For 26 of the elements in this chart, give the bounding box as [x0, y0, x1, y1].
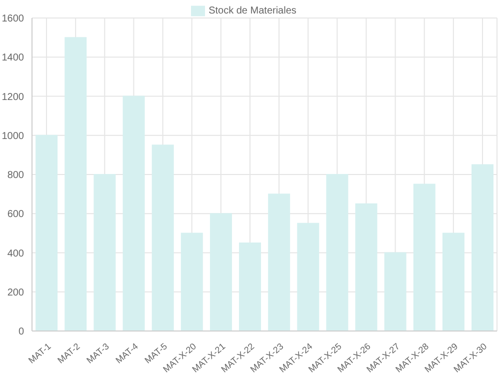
bar	[384, 252, 406, 331]
bar	[268, 194, 290, 331]
y-tick-label: 1200	[2, 92, 24, 103]
bar	[152, 144, 174, 331]
bar	[297, 222, 320, 331]
y-tick-label: 1400	[2, 52, 24, 64]
y-tick-label: 800	[7, 170, 24, 182]
bar	[210, 213, 232, 331]
bar	[239, 242, 262, 331]
y-tick-label: 1600	[2, 14, 24, 25]
y-tick-label: 400	[7, 248, 24, 260]
y-tick-label: 200	[7, 287, 24, 298]
bar	[180, 232, 203, 331]
bar	[94, 174, 116, 331]
bar	[122, 96, 145, 331]
bar	[442, 232, 464, 331]
bar	[355, 203, 378, 331]
y-tick-label: 1000	[2, 130, 24, 142]
y-tick-label: 0	[18, 326, 24, 338]
bar	[413, 184, 436, 331]
legend-label: Stock de Materiales	[208, 6, 296, 17]
bar	[36, 134, 58, 331]
y-tick-label: 600	[7, 209, 24, 220]
bar	[64, 37, 87, 331]
bar	[472, 164, 494, 331]
bar	[326, 174, 348, 331]
